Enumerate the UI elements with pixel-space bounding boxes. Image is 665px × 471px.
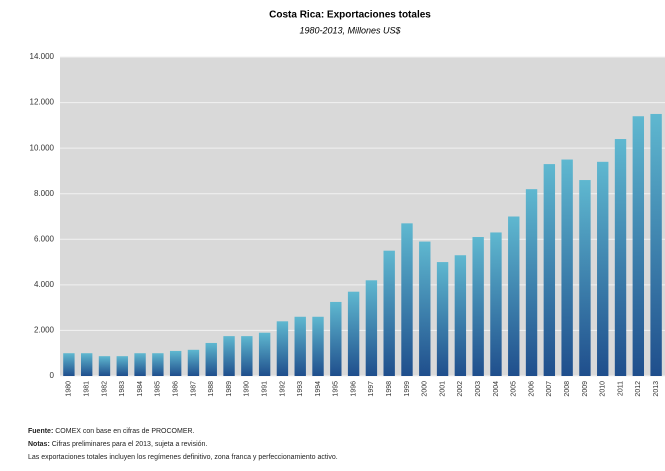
bar [116,356,128,376]
x-tick-label: 2003 [475,381,482,397]
y-tick-label: 10.000 [30,143,55,152]
x-tick-label: 2004 [493,381,500,397]
y-tick-label: 2.000 [34,326,55,335]
x-tick-label: 1997 [368,381,375,397]
bar [169,350,182,376]
y-tick-label: 12.000 [30,98,55,107]
x-tick-label: 1984 [137,381,144,397]
x-tick-label: 2000 [422,381,429,397]
x-tick-label: 1999 [404,381,411,397]
y-tick-label: 0 [50,371,55,380]
bar [152,353,164,376]
x-tick-label: 1987 [190,381,197,397]
bar [383,250,395,376]
x-tick-label: 2005 [511,381,518,397]
bar [365,280,378,376]
bar [98,356,111,376]
x-tick-label: 2002 [457,381,464,397]
x-tick-label: 1991 [261,381,268,397]
bar [294,316,306,376]
x-tick-label: 2007 [546,381,553,397]
x-tick-label: 1993 [297,381,304,397]
bar [258,332,271,376]
x-tick-label: 1980 [66,381,73,397]
bar [454,255,467,376]
note: Fuente: COMEX con base en cifras de PROC… [28,428,195,435]
bar [223,336,235,376]
note: Las exportaciones totales incluyen los r… [28,454,338,461]
bar [419,241,431,376]
bar [80,353,93,376]
y-tick-label: 4.000 [34,280,55,289]
x-tick-label: 1995 [333,381,340,397]
bar [347,291,360,376]
bar [650,113,662,376]
chart-subtitle: 1980-2013, Millones US$ [299,25,401,35]
bar [312,316,324,376]
bar [525,189,538,376]
bar [597,161,609,376]
x-tick-label: 1982 [101,381,108,397]
bar [436,262,449,376]
note-label: Notas: [28,441,50,448]
bar [205,342,217,376]
bar [490,232,502,376]
bar [632,116,645,376]
x-tick-label: 2008 [564,381,571,397]
bar [508,216,520,376]
x-tick-label: 2010 [600,381,607,397]
note: Notas: Cifras preliminares para el 2013,… [28,441,207,448]
bar [134,353,146,376]
bar [330,301,342,376]
x-tick-label: 2011 [617,381,624,396]
bar [579,180,591,376]
note-text: COMEX con base en cifras de PROCOMER. [55,428,195,435]
bar [543,164,556,376]
y-tick-label: 6.000 [34,234,55,243]
x-tick-label: 1989 [226,381,233,397]
x-tick-label: 1983 [119,381,126,397]
x-tick-label: 1990 [244,381,251,397]
note-text: Las exportaciones totales incluyen los r… [28,454,338,461]
x-tick-label: 1998 [386,381,393,397]
x-tick-label: 2012 [635,381,642,397]
x-tick-label: 2006 [528,381,535,397]
bar [472,237,484,376]
x-tick-label: 2009 [582,381,589,397]
note-text: Cifras preliminares para el 2013, sujeta… [51,441,208,448]
bar [614,139,627,376]
chart-title: Costa Rica: Exportaciones totales [269,10,431,21]
x-tick-label: 1986 [173,381,180,397]
plot-area [60,57,665,376]
x-tick-label: 2001 [439,381,446,397]
x-tick-label: 1988 [208,381,215,397]
bar [63,353,75,376]
x-tick-label: 1992 [279,381,286,397]
x-tick-label: 1996 [350,381,357,397]
bar [241,336,253,376]
bar [187,349,200,376]
bar [561,159,573,376]
chart: Costa Rica: Exportaciones totales 1980-2… [30,10,665,397]
x-tick-label: 1985 [155,381,162,397]
y-tick-label: 8.000 [34,189,55,198]
bar [276,321,289,376]
x-tick-label: 2013 [653,381,660,397]
y-tick-label: 14.000 [30,52,55,61]
bar [401,223,413,376]
x-tick-label: 1981 [84,381,91,397]
note-label: Fuente: [28,428,54,435]
x-tick-label: 1994 [315,381,322,397]
